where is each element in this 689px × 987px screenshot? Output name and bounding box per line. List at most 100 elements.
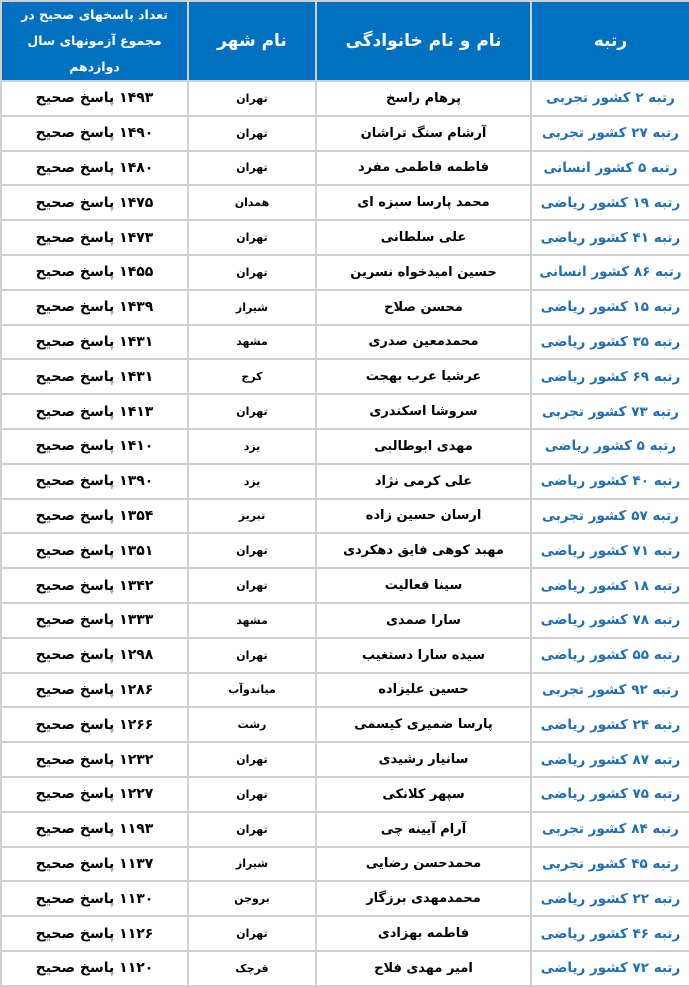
name-cell: ارسان حسین زاده	[315, 497, 532, 535]
city-cell: شیراز	[187, 845, 317, 883]
table-row: رتبه ۴۱ کشور ریاضی علی سلطانی تهران ۱۴۷۳ پا…	[0, 219, 689, 256]
name-cell: عرشیا عرب بهجت	[315, 358, 532, 396]
city-cell: قرچک	[187, 949, 317, 987]
rank-cell: رتبه ۱۸ کشور ریاضی	[530, 567, 689, 604]
city-cell: تهران	[187, 636, 317, 674]
rank-cell: رتبه ۷۳ کشور تجربی	[530, 393, 689, 430]
answers-cell: ۱۲۶۶ پاسخ صحیح	[0, 706, 189, 744]
table-row: رتبه ۴۵ کشور تجربی محمدحسن رضایی شیراز ۱۱۳۷…	[0, 845, 689, 883]
name-cell: محمدمهدی برزگار	[315, 880, 532, 918]
city-cell: میاندوآب	[187, 671, 317, 709]
city-cell: همدان	[187, 184, 317, 222]
answers-cell: ۱۱۲۰ پاسخ صحیح	[0, 949, 189, 987]
rank-cell: رتبه ۵۵ کشور ریاضی	[530, 636, 689, 674]
rank-cell: رتبه ۴۱ کشور ریاضی	[530, 219, 689, 256]
rank-cell: رتبه ۵ کشور ریاضی	[530, 427, 689, 465]
city-cell: تهران	[187, 741, 317, 778]
table-row: رتبه ۵ کشور ریاضی مهدی ابوطالبی یزد ۱۴۱۰ پا…	[0, 427, 689, 465]
name-cell: محمدمعین صدری	[315, 323, 532, 361]
table-row: رتبه ۷۵ کشور ریاضی سپهر کلانکی تهران ۱۲۲۷ پ…	[0, 775, 689, 813]
name-cell: امیر مهدی فلاح	[315, 949, 532, 987]
city-cell: شیراز	[187, 288, 317, 326]
name-cell: محسن صلاح	[315, 288, 532, 326]
name-cell: حسین علیزاده	[315, 671, 532, 709]
city-cell: یزد	[187, 462, 317, 500]
rank-cell: رتبه ۸۴ کشور تجربی	[530, 810, 689, 848]
table-row: رتبه ۲۲ کشور ریاضی محمدمهدی برزگار بروجن ۱۱…	[0, 880, 689, 918]
table-row: رتبه ۷۲ کشور ریاضی امیر مهدی فلاح قرچک ۱۱۲۰…	[0, 949, 689, 987]
city-cell: تبریز	[187, 497, 317, 535]
rank-cell: رتبه ۲ کشور تجربی	[530, 80, 689, 117]
answers-cell: ۱۳۳۳ پاسخ صحیح	[0, 601, 189, 639]
answers-cell: ۱۱۹۳ پاسخ صحیح	[0, 810, 189, 848]
header-answers: تعداد پاسخهای صحیح در مجموع آزمونهای سال…	[0, 0, 189, 82]
name-cell: سیده سارا دستغیب	[315, 636, 532, 674]
answers-cell: ۱۲۹۸ پاسخ صحیح	[0, 636, 189, 674]
name-cell: آرشام سنگ تراشان	[315, 114, 532, 152]
table-row: رتبه ۷۱ کشور ریاضی مهبد کوهی فایق دهکردی ت…	[0, 532, 689, 570]
header-row: رتبه نام و نام خانوادگی نام شهر تعداد پا…	[0, 0, 689, 82]
answers-cell: ۱۴۹۰ پاسخ صحیح	[0, 114, 189, 152]
name-cell: سارا صمدی	[315, 601, 532, 639]
name-cell: سینا فعالیت	[315, 567, 532, 604]
name-cell: سپهر کلانکی	[315, 775, 532, 813]
name-cell: فاطمه فاطمی مفرد	[315, 149, 532, 187]
city-cell: مشهد	[187, 323, 317, 361]
rank-cell: رتبه ۲۷ کشور تجربی	[530, 114, 689, 152]
answers-cell: ۱۲۲۷ پاسخ صحیح	[0, 775, 189, 813]
rank-cell: رتبه ۱۹ کشور ریاضی	[530, 184, 689, 222]
rank-cell: رتبه ۶۹ کشور ریاضی	[530, 358, 689, 396]
rank-cell: رتبه ۴۶ کشور ریاضی	[530, 915, 689, 952]
name-cell: آرام آیینه چی	[315, 810, 532, 848]
rank-cell: رتبه ۸۷ کشور ریاضی	[530, 741, 689, 778]
answers-cell: ۱۲۳۲ پاسخ صحیح	[0, 741, 189, 778]
answers-cell: ۱۴۹۳ پاسخ صحیح	[0, 80, 189, 117]
city-cell: تهران	[187, 810, 317, 848]
name-cell: علی سلطانی	[315, 219, 532, 256]
answers-cell: ۱۴۱۰ پاسخ صحیح	[0, 427, 189, 465]
table-row: رتبه ۵ کشور انسانی فاطمه فاطمی مفرد تهران ۱…	[0, 149, 689, 187]
name-cell: حسین امیدخواه نسرین	[315, 253, 532, 291]
city-cell: تهران	[187, 114, 317, 152]
table-row: رتبه ۸۴ کشور تجربی آرام آیینه چی تهران ۱۱۹۳…	[0, 810, 689, 848]
city-cell: تهران	[187, 80, 317, 117]
name-cell: پرهام راسخ	[315, 80, 532, 117]
rank-cell: رتبه ۲۲ کشور ریاضی	[530, 880, 689, 918]
city-cell: مشهد	[187, 601, 317, 639]
answers-cell: ۱۳۴۲ پاسخ صحیح	[0, 567, 189, 604]
table-row: رتبه ۸۶ کشور انسانی حسین امیدخواه نسرین ته…	[0, 253, 689, 291]
answers-cell: ۱۴۳۱ پاسخ صحیح	[0, 323, 189, 361]
answers-cell: ۱۲۸۶ پاسخ صحیح	[0, 671, 189, 709]
name-cell: محمد پارسا سبزه ای	[315, 184, 532, 222]
city-cell: تهران	[187, 775, 317, 813]
table-row: رتبه ۳۵ کشور ریاضی محمدمعین صدری مشهد ۱۴۳۱ …	[0, 323, 689, 361]
table-row: رتبه ۲ کشور تجربی پرهام راسخ تهران ۱۴۹۳ پاس…	[0, 80, 689, 117]
rank-cell: رتبه ۷۵ کشور ریاضی	[530, 775, 689, 813]
name-cell: مهدی ابوطالبی	[315, 427, 532, 465]
table-row: رتبه ۵۵ کشور ریاضی سیده سارا دستغیب تهران ۱…	[0, 636, 689, 674]
city-cell: تهران	[187, 219, 317, 256]
name-cell: پارسا ضمیری کیسمی	[315, 706, 532, 744]
rank-cell: رتبه ۲۴ کشور ریاضی	[530, 706, 689, 744]
rank-cell: رتبه ۳۵ کشور ریاضی	[530, 323, 689, 361]
answers-cell: ۱۱۳۰ پاسخ صحیح	[0, 880, 189, 918]
answers-cell: ۱۴۸۰ پاسخ صحیح	[0, 149, 189, 187]
city-cell: کرج	[187, 358, 317, 396]
answers-cell: ۱۳۵۴ پاسخ صحیح	[0, 497, 189, 535]
table-row: رتبه ۶۹ کشور ریاضی عرشیا عرب بهجت کرج ۱۴۳۱ …	[0, 358, 689, 396]
table-row: رتبه ۴۰ کشور ریاضی علی کرمی نژاد یزد ۱۳۹۰ پ…	[0, 462, 689, 500]
name-cell: سروشا اسکندری	[315, 393, 532, 430]
city-cell: تهران	[187, 253, 317, 291]
header-rank: رتبه	[530, 0, 689, 82]
table-row: رتبه ۴۶ کشور ریاضی فاطمه بهزادی تهران ۱۱۲۶ …	[0, 915, 689, 952]
table-row: رتبه ۷۳ کشور تجربی سروشا اسکندری تهران ۱۴۱۳…	[0, 393, 689, 430]
answers-cell: ۱۳۵۱ پاسخ صحیح	[0, 532, 189, 570]
rank-cell: رتبه ۵۷ کشور تجربی	[530, 497, 689, 535]
name-cell: سانیار رشیدی	[315, 741, 532, 778]
rank-cell: رتبه ۹۲ کشور تجربی	[530, 671, 689, 709]
rank-cell: رتبه ۴۵ کشور تجربی	[530, 845, 689, 883]
answers-cell: ۱۱۲۶ پاسخ صحیح	[0, 915, 189, 952]
name-cell: فاطمه بهزادی	[315, 915, 532, 952]
rank-cell: رتبه ۷۸ کشور ریاضی	[530, 601, 689, 639]
